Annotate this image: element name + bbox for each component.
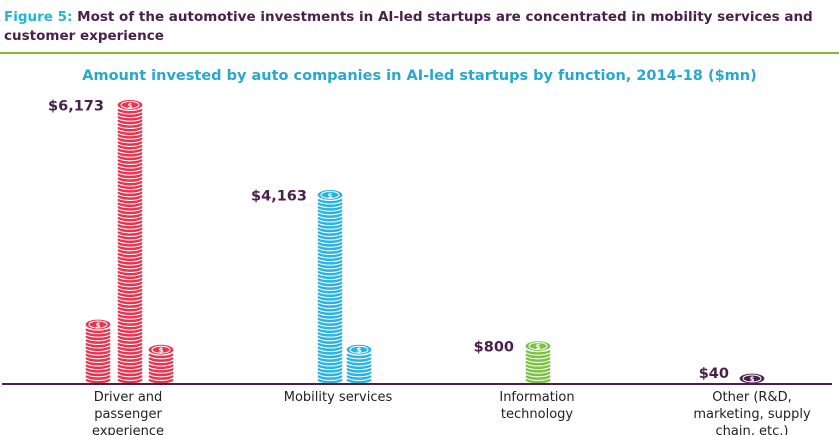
value-label-2: $4,163 — [251, 188, 307, 204]
category-label-2: Mobility services — [284, 390, 393, 405]
coin-stack-2-side-1: $ — [345, 343, 373, 385]
coin-stack-1-side-1-dollar-mark: $ — [96, 322, 101, 330]
value-label-1: $6,173 — [48, 98, 104, 114]
coin-stack-1-side-2-dollar-mark: $ — [159, 347, 164, 355]
figure-label: Figure 5: — [4, 9, 73, 25]
chart-title: Amount invested by auto companies in AI-… — [82, 68, 757, 84]
header-divider — [0, 52, 839, 54]
bar-2-dollar-mark: $ — [328, 192, 333, 200]
bar-4: $ — [738, 372, 766, 385]
figure-caption-text: Most of the automotive investments in AI… — [4, 9, 813, 44]
bar-3-dollar-mark: $ — [536, 343, 541, 351]
figure-caption: Figure 5: Most of the automotive investm… — [4, 8, 824, 46]
coin-stack-2-side-1-dollar-mark: $ — [357, 347, 362, 355]
bar-1-dollar-mark: $ — [128, 102, 133, 110]
bar-3: $ — [524, 340, 552, 385]
category-label-1: Driver and passenger experience — [92, 390, 164, 435]
category-label-3: Information technology — [499, 390, 574, 422]
bar-1: $ — [116, 98, 144, 385]
value-label-4: $40 — [699, 366, 729, 382]
bar-2: $ — [316, 188, 344, 385]
value-label-3: $800 — [474, 340, 514, 356]
coin-stack-1-side-1: $ — [84, 318, 112, 385]
category-label-4: Other (R&D, marketing, supply chain, etc.) — [693, 390, 811, 435]
coin-stack-1-side-2: $ — [147, 343, 175, 385]
bar-4-dollar-mark: $ — [750, 376, 755, 384]
